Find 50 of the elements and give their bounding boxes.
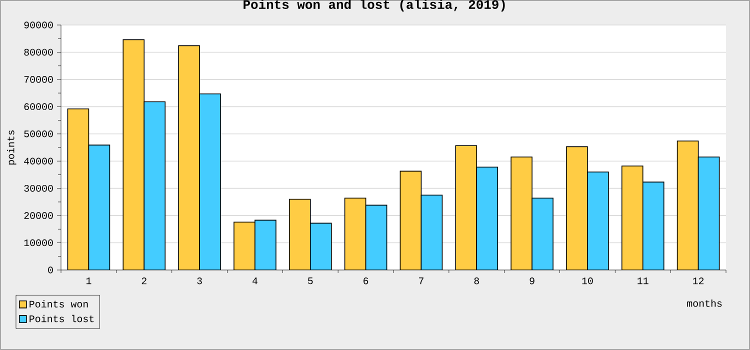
y-tick-label: 10000 — [24, 239, 53, 246]
bar — [288, 198, 311, 270]
x-tick-label: 7 — [418, 278, 424, 284]
legend-label: Points won — [30, 300, 88, 308]
y-tick-label: 60000 — [24, 103, 53, 110]
bar — [178, 45, 200, 270]
bar — [455, 145, 478, 270]
x-tick-label: 1 — [86, 278, 92, 284]
bar — [676, 140, 699, 270]
y-tick-label: 30000 — [24, 184, 53, 192]
bar — [234, 222, 256, 270]
bar — [254, 220, 276, 270]
y-tick-label: 0 — [48, 266, 53, 274]
bar — [144, 101, 166, 270]
x-tick-label: 3 — [197, 278, 202, 284]
y-tick-label: 90000 — [24, 22, 53, 28]
bar — [621, 166, 644, 270]
y-tick-label: 50000 — [24, 130, 53, 138]
y-tick-label: 70000 — [24, 76, 53, 83]
bar — [310, 222, 332, 270]
x-tick-label: 10 — [582, 278, 593, 284]
y-tick-label: 80000 — [24, 48, 53, 56]
bar — [476, 166, 498, 270]
x-tick-label: 4 — [252, 278, 258, 284]
bar — [67, 108, 90, 270]
bar — [400, 170, 422, 270]
bar — [344, 198, 366, 270]
y-axis-title: points — [6, 130, 16, 165]
bar — [88, 144, 110, 270]
bar — [122, 39, 145, 270]
bar — [698, 156, 720, 270]
x-tick-label: 9 — [530, 278, 534, 284]
legend-label: Points lost — [30, 314, 94, 322]
x-tick-label: 2 — [142, 278, 146, 284]
x-tick-label: 5 — [308, 278, 313, 284]
x-tick-label: 11 — [638, 278, 648, 284]
bar — [510, 156, 532, 270]
bar — [642, 182, 664, 270]
x-tick-label: 8 — [474, 278, 479, 284]
x-tick-label: 12 — [693, 278, 704, 284]
x-axis-title: months — [687, 299, 722, 307]
x-tick-label: 6 — [364, 278, 368, 284]
y-tick-label: 40000 — [24, 158, 53, 164]
y-tick-label: 20000 — [24, 212, 53, 219]
bar — [420, 194, 443, 270]
bar — [587, 172, 609, 270]
bar — [199, 93, 221, 270]
bar — [566, 146, 588, 270]
bar — [365, 204, 388, 270]
bar — [532, 198, 554, 270]
